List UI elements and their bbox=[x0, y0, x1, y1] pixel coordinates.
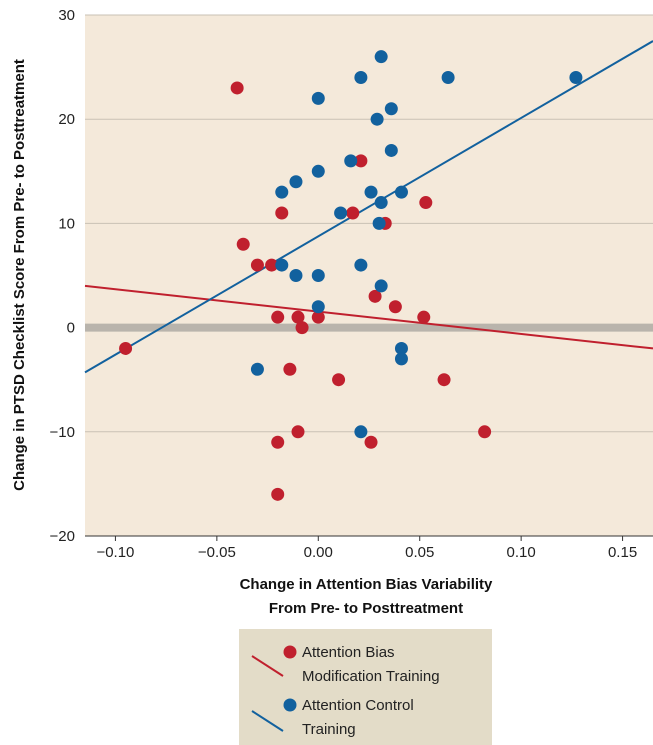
abm-data-point bbox=[119, 341, 133, 355]
act-data-point bbox=[354, 71, 368, 85]
abm-data-point bbox=[417, 310, 431, 324]
act-data-point bbox=[275, 258, 289, 272]
abm-data-point bbox=[346, 206, 360, 220]
abm-data-point bbox=[283, 362, 297, 376]
act-data-point bbox=[370, 112, 384, 126]
act-data-point bbox=[311, 300, 325, 314]
abm-data-point bbox=[291, 425, 305, 439]
legend-abm-marker bbox=[283, 645, 297, 659]
abm-data-point bbox=[230, 81, 244, 95]
legend-abm-line bbox=[251, 655, 284, 677]
legend-act-marker bbox=[283, 698, 297, 712]
data-points bbox=[119, 50, 583, 501]
act-data-point bbox=[289, 269, 303, 282]
tick-labels: −20 −10 0 10 20 30 −0.10 −0.05 0.00 0.05 0.10 0.15 bbox=[50, 7, 638, 561]
legend-background bbox=[239, 629, 492, 745]
abm-data-point bbox=[291, 310, 305, 324]
y-tick-label: −10 bbox=[50, 424, 75, 441]
abm-data-point bbox=[311, 310, 325, 324]
y-axis-title: Change in PTSD Checklist Score From Pre-… bbox=[11, 59, 28, 491]
act-data-point bbox=[334, 206, 348, 220]
act-data-point bbox=[311, 269, 325, 282]
legend-abm-label-line-1: Attention Bias bbox=[302, 644, 395, 661]
abm-data-point bbox=[368, 289, 382, 303]
abm-data-point bbox=[236, 237, 250, 251]
y-tick-label: 20 bbox=[58, 111, 75, 128]
abm-data-point bbox=[295, 321, 309, 335]
x-tick-label: 0.15 bbox=[608, 544, 637, 561]
act-data-point bbox=[394, 352, 408, 366]
abm-data-point bbox=[388, 300, 402, 314]
grid-lines bbox=[85, 14, 653, 433]
abm-data-point bbox=[354, 154, 368, 168]
y-tick-label: 0 bbox=[67, 320, 75, 337]
y-tick-label: 30 bbox=[58, 7, 75, 24]
act-data-point bbox=[354, 258, 368, 272]
act-data-point bbox=[344, 154, 358, 168]
act-data-point bbox=[374, 279, 388, 293]
legend-act-label-line-2: Training bbox=[302, 721, 356, 738]
plot-area-background bbox=[85, 15, 653, 536]
act-data-point bbox=[289, 175, 303, 189]
x-tick-label: 0.00 bbox=[304, 544, 333, 561]
x-tick-label: 0.10 bbox=[507, 544, 536, 561]
abm-data-point bbox=[478, 425, 492, 439]
act-data-point bbox=[384, 143, 398, 157]
legend-act-label-line-1: Attention Control bbox=[302, 697, 414, 714]
abm-data-point bbox=[364, 435, 378, 449]
act-data-point bbox=[372, 216, 386, 230]
act-data-point bbox=[250, 362, 264, 376]
act-data-point bbox=[374, 196, 388, 210]
act-data-point bbox=[354, 425, 368, 439]
x-axis-title-line-2: From Pre- to Posttreatment bbox=[269, 600, 463, 617]
abm-data-point bbox=[250, 258, 264, 272]
abm-regression-line bbox=[84, 284, 653, 350]
legend-abm-label-line-2: Modification Training bbox=[302, 668, 440, 685]
abm-data-point bbox=[332, 373, 346, 387]
act-data-point bbox=[394, 185, 408, 199]
act-data-point bbox=[569, 71, 583, 85]
act-data-point bbox=[384, 102, 398, 116]
legend-act-line bbox=[251, 710, 284, 732]
legend: Attention Bias Modification Training Att… bbox=[239, 629, 492, 745]
act-data-point bbox=[311, 164, 325, 178]
abm-data-point bbox=[271, 487, 285, 501]
act-data-point bbox=[364, 185, 378, 199]
act-data-point bbox=[275, 185, 289, 199]
x-axis-title-line-1: Change in Attention Bias Variability bbox=[240, 576, 493, 593]
abm-data-point bbox=[419, 196, 433, 210]
act-data-point bbox=[441, 71, 455, 85]
x-tick-label: −0.05 bbox=[198, 544, 236, 561]
regression-lines bbox=[84, 40, 653, 374]
act-data-point bbox=[394, 341, 408, 355]
x-tick-label: 0.05 bbox=[405, 544, 434, 561]
act-data-point bbox=[374, 50, 388, 64]
abm-data-point bbox=[271, 435, 285, 449]
act-data-point bbox=[311, 91, 325, 105]
abm-data-point bbox=[437, 373, 451, 387]
x-tick-label: −0.10 bbox=[96, 544, 134, 561]
abm-data-point bbox=[265, 258, 279, 272]
abm-data-point bbox=[275, 206, 289, 220]
act-regression-line bbox=[84, 40, 653, 374]
y-tick-label: 10 bbox=[58, 215, 75, 232]
y-tick-label: −20 bbox=[50, 528, 75, 545]
abm-data-point bbox=[271, 310, 285, 324]
